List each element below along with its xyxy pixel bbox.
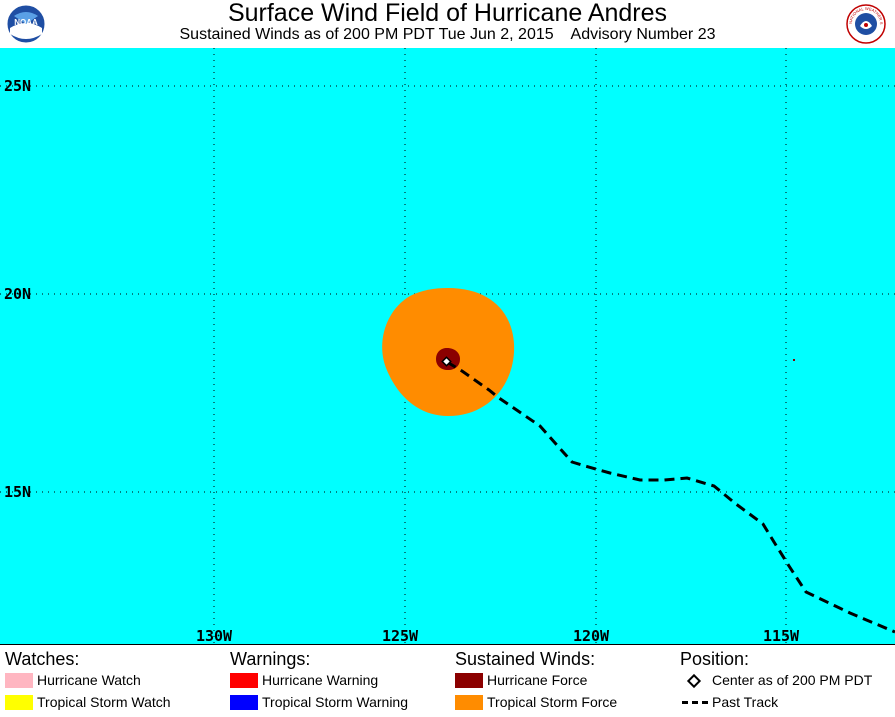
tropical-storm-force-swatch (455, 695, 483, 710)
center-position-label: Center as of 200 PM PDT (712, 672, 873, 688)
hurricane-watch-swatch (5, 673, 33, 688)
center-diamond-icon (680, 673, 708, 688)
noaa-logo: NOAA (6, 4, 46, 44)
tropical-storm-warning-swatch (230, 695, 258, 710)
lat-label-20n: 20N (4, 285, 31, 303)
tropical-storm-watch-swatch (5, 695, 33, 710)
hurricane-watch-label: Hurricane Watch (37, 672, 141, 688)
past-track-line (446, 360, 895, 634)
past-track-label: Past Track (712, 694, 779, 710)
lon-label-115w: 115W (763, 627, 800, 644)
noaa-logo-text: NOAA (14, 18, 38, 27)
legend-warnings-heading: Warnings: (230, 649, 311, 669)
lon-label-125w: 125W (382, 627, 419, 644)
legend: Watches: Hurricane Watch Tropical Storm … (0, 644, 895, 717)
legend-tropical-storm-watch: Tropical Storm Watch (5, 693, 171, 711)
hurricane-force-label: Hurricane Force (487, 672, 588, 688)
tropical-storm-watch-label: Tropical Storm Watch (37, 694, 171, 710)
legend-hurricane-warning: Hurricane Warning (230, 671, 378, 689)
tropical-storm-warning-label: Tropical Storm Warning (262, 694, 409, 710)
legend-hurricane-watch: Hurricane Watch (5, 671, 141, 689)
legend-tropical-storm-force: Tropical Storm Force (455, 693, 617, 711)
wind-field-map: 25N 20N 15N 130W 125W 120W 115W (0, 48, 895, 644)
dashed-line-icon (680, 695, 708, 710)
legend-watches-heading: Watches: (5, 649, 80, 669)
legend-hurricane-force: Hurricane Force (455, 671, 587, 689)
hurricane-warning-swatch (230, 673, 258, 688)
hurricane-warning-label: Hurricane Warning (262, 672, 379, 688)
nws-logo: NATIONAL WEATHER SERVICE (846, 4, 886, 44)
lat-label-15n: 15N (4, 483, 31, 501)
tropical-storm-force-label: Tropical Storm Force (487, 694, 618, 710)
legend-tropical-storm-warning: Tropical Storm Warning (230, 693, 408, 711)
track-speck (793, 359, 795, 361)
lat-label-25n: 25N (4, 77, 31, 95)
legend-past-track: Past Track (680, 693, 778, 711)
legend-center-position: Center as of 200 PM PDT (680, 671, 872, 689)
legend-position-heading: Position: (680, 649, 750, 669)
page-subtitle: Sustained Winds as of 200 PM PDT Tue Jun… (179, 26, 716, 43)
page-title: Surface Wind Field of Hurricane Andres (227, 0, 668, 27)
lon-label-130w: 130W (196, 627, 233, 644)
header: NOAA Surface Wind Field of Hurricane And… (0, 0, 895, 48)
lon-label-120w: 120W (573, 627, 610, 644)
hurricane-force-swatch (455, 673, 483, 688)
legend-winds-heading: Sustained Winds: (455, 649, 596, 669)
center-position-marker (441, 356, 452, 367)
